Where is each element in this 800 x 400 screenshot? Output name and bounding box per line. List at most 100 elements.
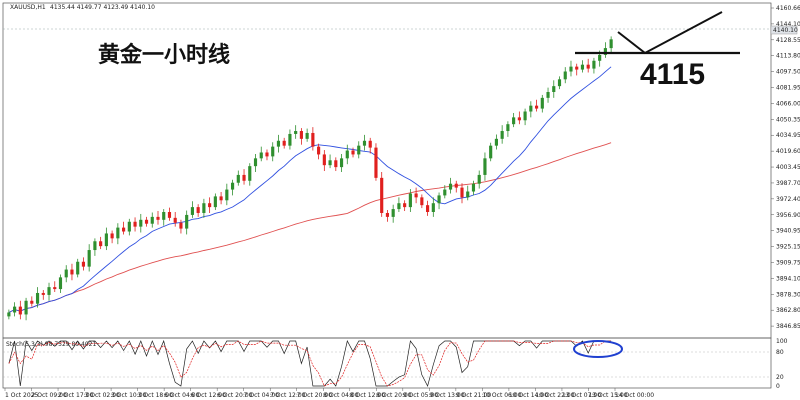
candle-body: [311, 132, 315, 147]
candle-body: [368, 140, 372, 148]
price-tick-label: 4034.95: [776, 132, 800, 139]
candle-body: [443, 189, 447, 196]
candle-body: [87, 250, 91, 267]
time-tick-label: 8 Oct 20:00: [376, 392, 411, 399]
candle-body: [523, 111, 527, 121]
candle-body: [339, 158, 344, 168]
candle-body: [156, 216, 160, 220]
time-tick-label: 6 Oct 20:00: [217, 392, 252, 399]
time-tick-label: 7 Oct 20:00: [297, 392, 332, 399]
candle-body: [454, 183, 458, 188]
candle-body: [603, 48, 607, 55]
time-tick-label: 6 Oct 12:00: [191, 392, 226, 399]
price-tick-label: 3972.40: [776, 196, 800, 203]
candle-body: [317, 146, 321, 155]
candle-body: [506, 124, 510, 132]
stoch-level-80-label: 80: [776, 349, 784, 356]
price-tick-label: 4144.10: [776, 21, 800, 28]
candle-body: [133, 221, 137, 227]
candle-body: [500, 131, 504, 139]
price-tick-label: 4160.66: [776, 5, 800, 12]
candle-body: [580, 64, 585, 70]
candle-body: [7, 312, 11, 317]
price-tick-label: 4097.50: [776, 69, 800, 76]
price-tick-label: 3862.80: [776, 307, 800, 314]
candle-body: [397, 203, 401, 210]
price-tick-label: 4128.55: [776, 37, 800, 44]
price-tick-label: 3878.30: [776, 291, 800, 298]
stoch-level-20-label: 20: [776, 374, 784, 381]
candle-body: [362, 140, 367, 146]
ma-fast-path: [8, 66, 612, 313]
candle-body: [334, 160, 338, 168]
candle-body: [466, 191, 470, 198]
projection-arrow[interactable]: [617, 11, 723, 55]
candle-body: [305, 132, 309, 139]
candle-body: [299, 131, 303, 139]
candle-body: [179, 222, 183, 229]
candle-body: [248, 166, 252, 181]
candle-body: [58, 277, 63, 290]
candle-body: [357, 145, 361, 155]
key-level-label: 4115: [640, 58, 705, 91]
price-tick-label: 3909.75: [776, 259, 800, 266]
candle-body: [322, 154, 326, 166]
stoch-lines: [8, 339, 612, 387]
time-tick-label: 10 Oct 06:00: [482, 392, 521, 399]
price-tick-label: 4050.35: [776, 116, 800, 123]
candle-body: [471, 183, 476, 192]
candle-body: [104, 233, 108, 247]
stoch-k-line: [8, 339, 612, 387]
candle-body: [448, 183, 453, 190]
candle-body: [563, 71, 567, 80]
candle-body: [512, 117, 516, 125]
candle-body: [552, 86, 556, 92]
candle-body: [139, 219, 143, 227]
candle-body: [489, 145, 493, 159]
ma-slow-path: [8, 142, 612, 313]
ma-fast-line: [8, 66, 612, 313]
candle-body: [127, 221, 131, 232]
time-tick-label: 3 Oct 18:00: [138, 392, 173, 399]
candle-body: [225, 189, 229, 201]
candle-body: [420, 197, 424, 206]
price-tick-label: 3925.15: [776, 244, 800, 251]
time-tick-label: 3 Oct 02:00: [85, 392, 120, 399]
candle-body: [18, 306, 22, 315]
candle-body: [460, 187, 464, 198]
candle-body: [374, 147, 378, 178]
time-tick-label: 2 Oct 17:00: [58, 392, 93, 399]
candle-body: [282, 140, 286, 146]
time-tick-label: 9 Oct 21:00: [456, 392, 491, 399]
candle-body: [190, 207, 194, 215]
time-tick-label: 2 Oct 09:00: [32, 392, 67, 399]
candle-body: [408, 193, 412, 208]
time-tick-label: 14 Oct 00:00: [615, 392, 654, 399]
candle-body: [144, 219, 149, 224]
candle-body: [426, 205, 430, 212]
candle-body: [253, 158, 258, 167]
price-tick-label: 3846.85: [776, 323, 800, 330]
time-tick-label: 10 Oct 14:00: [509, 392, 548, 399]
time-tick-label: 7 Oct 12:00: [270, 392, 305, 399]
candle-body: [403, 203, 407, 208]
candle-body: [208, 203, 212, 208]
time-tick-label: 7 Oct 04:00: [244, 392, 279, 399]
candle-body: [586, 64, 590, 69]
candle-body: [99, 241, 103, 247]
candle-body: [24, 300, 28, 315]
candle-body: [414, 193, 418, 198]
time-tick-label: 6 Oct 04:00: [164, 392, 199, 399]
candle-body: [271, 146, 275, 157]
candle-body: [76, 261, 80, 275]
candle-body: [110, 233, 114, 239]
chart-title-annotation: 黄金一小时线: [98, 42, 230, 68]
candle-body: [35, 292, 40, 304]
candle-body: [431, 203, 435, 212]
symbol-label: XAUUSD,H1: [10, 4, 46, 11]
candle-body: [345, 150, 349, 159]
candle-body: [534, 105, 539, 109]
candle-body: [259, 152, 263, 159]
